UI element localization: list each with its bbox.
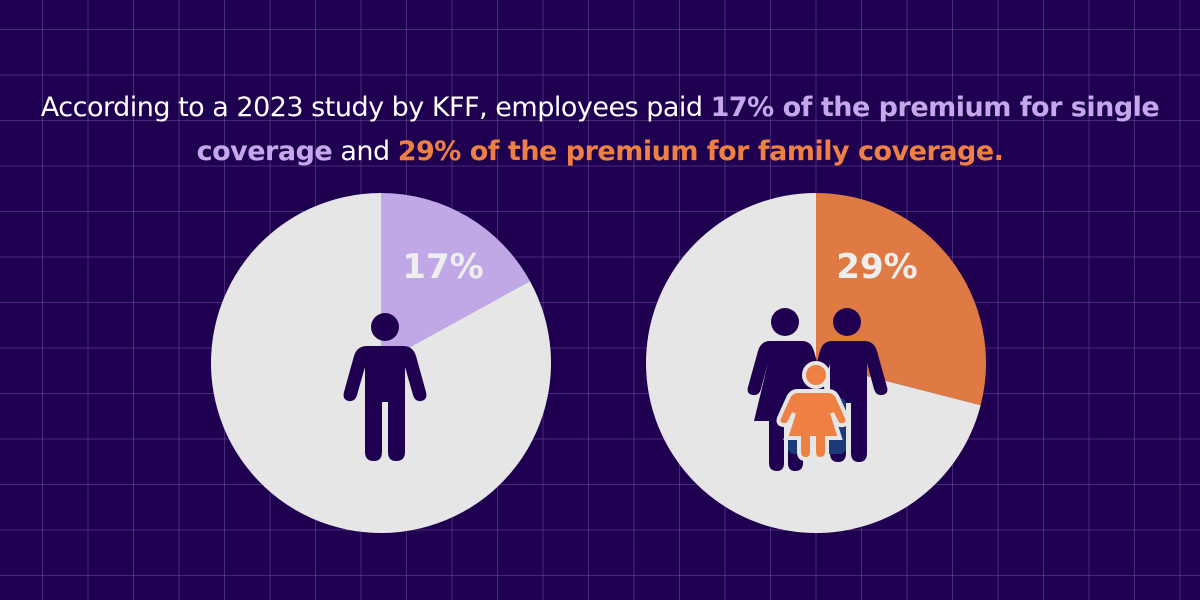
headline-highlight-single: 17% of the premium for single coverage [196,92,1160,167]
pie-label-family: 29% [836,247,917,287]
family-icon [747,308,888,471]
headline-text-1: According to a 2023 study by KFF, employ… [40,92,711,123]
headline-highlight-family: 29% of the premium for family coverage. [397,136,1004,167]
pie-label-single: 17% [402,247,483,287]
pie-slice-employee [381,193,530,363]
headline: According to a 2023 study by KFF, employ… [0,86,1200,174]
headline-text-2: and [332,136,398,167]
single-person-icon [343,313,427,461]
